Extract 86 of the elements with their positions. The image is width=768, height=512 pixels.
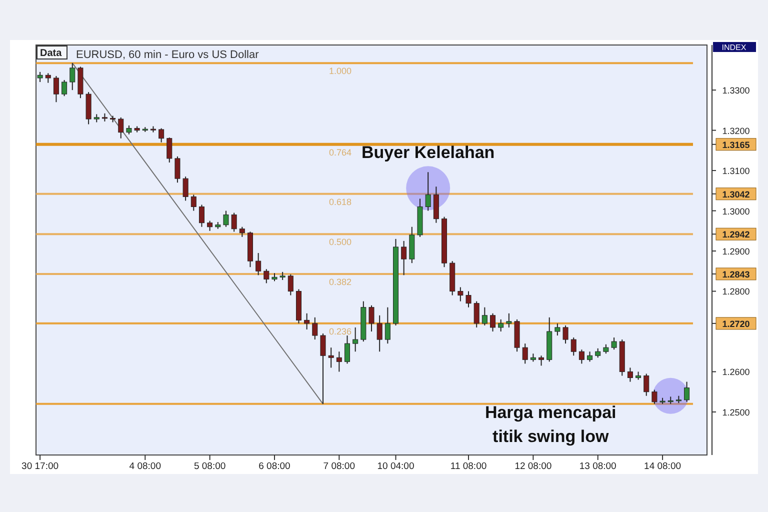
candlestick: [62, 80, 68, 97]
x-tick-label: 10 04:00: [377, 461, 414, 472]
candlestick: [627, 367, 633, 382]
y-tick-label: 1.2900: [722, 246, 750, 257]
annotation: 0.382: [328, 276, 352, 287]
candlestick: [190, 194, 196, 212]
candlestick: [562, 324, 568, 344]
x-tick-label: 7 08:00: [323, 461, 356, 472]
annotation: 1.000: [328, 66, 352, 76]
candlestick: [595, 348, 601, 358]
candlestick: [231, 212, 237, 232]
candlestick: [166, 137, 172, 163]
x-tick-label: 6 08:00: [258, 461, 290, 472]
candlestick: [603, 344, 609, 354]
candlestick: [474, 300, 480, 328]
candlestick: [522, 343, 528, 364]
candlestick: [207, 220, 213, 232]
y-tick-label: 1.2800: [722, 286, 750, 297]
y-tick-label: 1.3165: [722, 140, 750, 150]
y-tick-label: 1.2720: [722, 318, 750, 329]
candlestick: [256, 252, 262, 276]
candlestick: [312, 316, 318, 340]
x-tick-label: 13 08:00: [579, 461, 616, 472]
annotation: 0.764: [328, 147, 352, 158]
candlestick: [344, 335, 350, 364]
candlestick: [174, 156, 180, 184]
candlestick: [684, 381, 690, 402]
annotation: Buyer Kelelahan: [361, 143, 495, 162]
candlestick: [70, 62, 76, 91]
y-tick-label: 1.3000: [722, 206, 750, 216]
candlestick: [118, 116, 124, 139]
candlestick: [384, 306, 390, 344]
candlestick: [45, 72, 51, 84]
x-tick-label: 11 08:00: [450, 461, 487, 472]
x-tick-label: 30 17:00: [22, 461, 59, 472]
y-tick-label: 1.3300: [722, 86, 750, 96]
candlestick: [336, 351, 342, 372]
candlestick: [506, 312, 512, 328]
candlestick: [570, 337, 576, 356]
y-tick-label: 1.2600: [722, 367, 750, 378]
candlestick: [223, 210, 229, 228]
y-tick-label: 1.3042: [722, 189, 750, 200]
candlestick: [538, 355, 544, 366]
candlestick: [425, 172, 431, 212]
annotation: Data: [40, 48, 62, 59]
chart-title: EURUSD, 60 min - Euro vs US Dollar: [76, 49, 260, 62]
x-tick-label: 12 08:00: [514, 461, 552, 472]
candlestick: [328, 347, 334, 368]
candlestick: [368, 304, 374, 332]
y-tick-label: 1.2843: [722, 269, 750, 280]
candlestick: [352, 326, 358, 352]
annotation: 0.618: [328, 196, 352, 207]
annotation: 0.236: [328, 326, 352, 336]
candlestick: [458, 286, 464, 302]
annotation: Harga mencapai titik swing low: [484, 402, 616, 446]
y-tick-label: 1.3200: [722, 126, 750, 136]
candlestick: [264, 268, 270, 284]
candlestick: [37, 71, 43, 83]
candlestick: [182, 176, 188, 202]
y-tick-label: 1.3100: [722, 166, 750, 176]
candlestick: [587, 351, 593, 362]
candlestick: [288, 274, 294, 296]
candlestick: [239, 226, 245, 238]
x-tick-label: 5 08:00: [194, 461, 226, 472]
candlestick: [644, 373, 650, 396]
candlestick: [376, 314, 382, 352]
annotation: 0.500: [328, 237, 352, 248]
text: INDEX: [722, 43, 747, 52]
y-tick-label: 1.2500: [722, 407, 750, 418]
y-tick-label: 1.2942: [722, 230, 750, 240]
candlestick: [490, 312, 496, 332]
candlestick: [611, 337, 617, 350]
candlestick: [320, 332, 326, 404]
x-tick-label: 4 08:00: [129, 461, 161, 472]
candlestick: [652, 389, 658, 404]
candlestick: [304, 312, 310, 330]
candlestick: [401, 240, 407, 276]
candlestick: [554, 322, 560, 336]
candlestick: [198, 204, 204, 228]
x-tick-label: 14 08:00: [644, 461, 682, 472]
candlestick: [498, 318, 504, 332]
candlestick: [578, 349, 584, 364]
candlestick: [158, 128, 164, 143]
candlestick: [53, 75, 59, 103]
candlestick: [466, 290, 472, 308]
candlestick: [482, 306, 488, 326]
